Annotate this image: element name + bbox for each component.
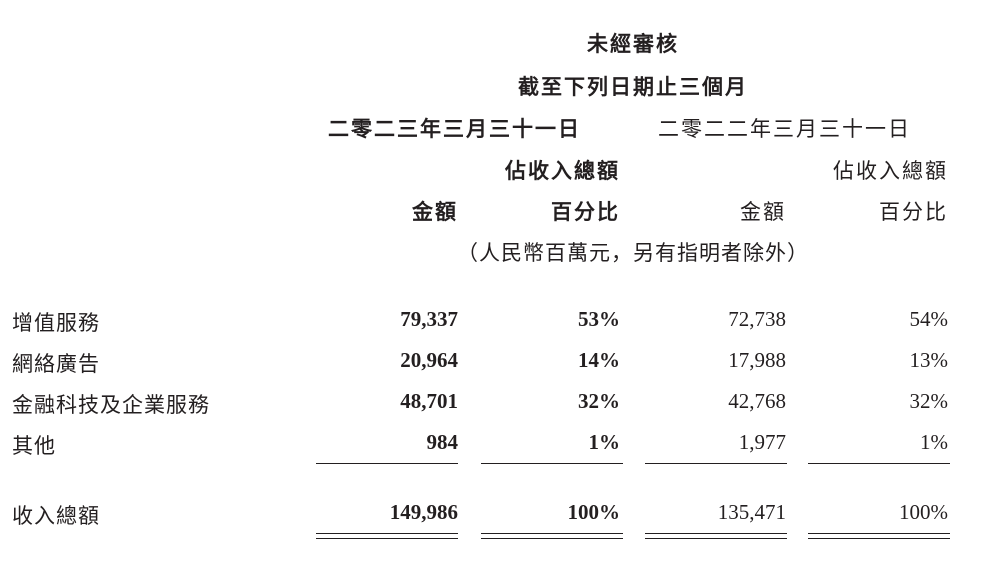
- total-double-rule-bottom: [481, 538, 623, 539]
- row-label: 增值服務: [12, 311, 100, 335]
- total-double-rule-top: [316, 533, 458, 534]
- total-amount-2023: 149,986: [389, 500, 458, 524]
- total-pct-2022: 100%: [899, 500, 948, 524]
- total-double-rule-bottom: [808, 538, 950, 539]
- subtotal-rule: [808, 463, 950, 464]
- subtotal-rule: [316, 463, 458, 464]
- total-double-rule-bottom: [645, 538, 787, 539]
- row-label: 金融科技及企業服務: [12, 393, 210, 417]
- total-pct-2023: 100%: [567, 500, 621, 524]
- total-double-rule-bottom: [316, 538, 458, 539]
- row-pct-2023: 32%: [578, 389, 620, 413]
- total-double-rule-top: [645, 533, 787, 534]
- row-pct-2023: 1%: [588, 430, 621, 454]
- subtotal-rule: [645, 463, 787, 464]
- header-amount-2023: 金額: [412, 199, 458, 224]
- row-pct-2022: 32%: [909, 389, 949, 413]
- row-amount-2022: 1,977: [738, 430, 786, 454]
- header-three-months-ended: 截至下列日期止三個月: [518, 74, 748, 99]
- row-pct-2022: 13%: [909, 348, 949, 372]
- header-percent-2023: 百分比: [551, 199, 620, 224]
- row-pct-2022: 54%: [909, 307, 949, 331]
- total-amount-2022: 135,471: [717, 500, 786, 524]
- header-pct-total-2022: 佔收入總額: [833, 159, 948, 183]
- header-period-2022: 二零二二年三月三十一日: [658, 117, 911, 141]
- header-period-2023: 二零二三年三月三十一日: [328, 116, 581, 141]
- row-amount-2022: 17,988: [728, 348, 786, 372]
- row-pct-2022: 1%: [920, 430, 948, 454]
- row-amount-2022: 42,768: [728, 389, 786, 413]
- row-pct-2023: 14%: [578, 348, 620, 372]
- row-label: 網絡廣告: [12, 352, 100, 376]
- row-amount-2023: 984: [426, 430, 459, 454]
- total-double-rule-top: [808, 533, 950, 534]
- total-label: 收入總額: [12, 504, 100, 528]
- total-double-rule-top: [481, 533, 623, 534]
- header-unaudited: 未經審核: [587, 31, 679, 56]
- subtotal-rule: [481, 463, 623, 464]
- row-amount-2023: 20,964: [400, 348, 458, 372]
- row-amount-2022: 72,738: [728, 307, 786, 331]
- row-label: 其他: [12, 434, 56, 458]
- header-pct-total-2023: 佔收入總額: [505, 158, 620, 183]
- row-pct-2023: 53%: [578, 307, 620, 331]
- row-amount-2023: 79,337: [400, 307, 458, 331]
- header-unit-note: （人民幣百萬元，另有指明者除外）: [457, 241, 809, 265]
- header-amount-2022: 金額: [740, 200, 786, 224]
- header-percent-2022: 百分比: [879, 200, 948, 224]
- row-amount-2023: 48,701: [400, 389, 458, 413]
